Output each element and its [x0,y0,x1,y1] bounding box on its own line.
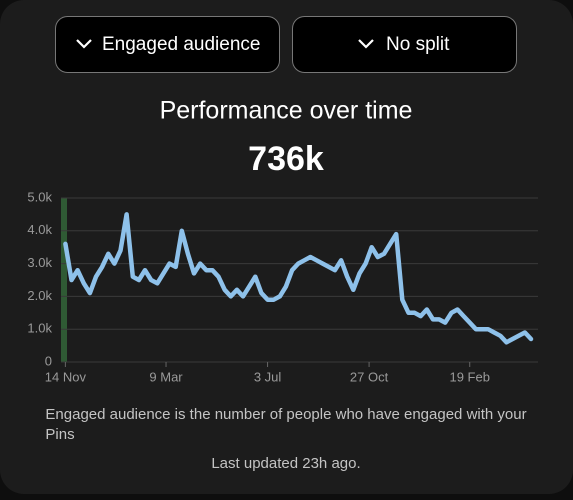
last-updated: Last updated 23h ago. [211,455,360,472]
split-button[interactable]: No split [292,16,517,73]
chevron [358,39,374,49]
button-bg[interactable] [292,16,517,73]
description-text: Engaged audience is the number of people… [45,406,526,423]
chart-title: Performance over time [160,97,413,125]
y-tick-label: 2.0k [27,288,52,303]
x-tick-label: 14 Nov [45,369,87,384]
button-label[interactable]: No split [386,34,450,55]
x-tick-label: 19 Feb [449,369,489,384]
description: Engaged audience is the number of people… [45,406,526,423]
x-tick-label: 9 Mar [149,369,183,384]
description-line2: Pins [45,426,74,443]
y-tick-label: 0 [45,353,52,368]
x-tick-label: 3 Jul [254,369,282,384]
metric-button[interactable]: Engaged audience [55,16,280,73]
range-highlight [61,198,67,362]
y-tick-label: 4.0k [27,222,52,237]
series-line [63,212,534,345]
chevron [76,39,92,49]
plot: 0 1.0k 2.0k 3.0k 4.0k 5.0k 14 Nov 9 Mar 3 Jul 27 … [27,189,538,384]
y-tick-label: 5.0k [27,189,52,204]
button-label[interactable]: Engaged audience [102,34,260,55]
x-tick-label: 27 Oct [350,369,389,384]
button-bg[interactable] [55,16,280,73]
total-value: 736k [248,140,324,178]
y-tick-label: 1.0k [27,321,52,336]
y-tick-label: 3.0k [27,255,52,270]
